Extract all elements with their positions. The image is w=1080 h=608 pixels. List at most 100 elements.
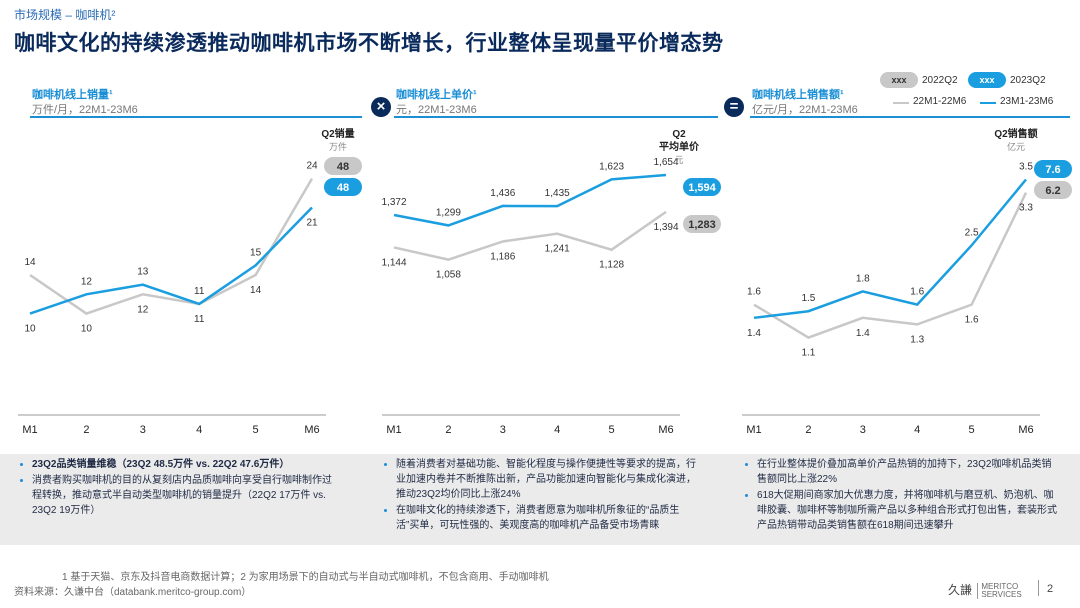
chart-3-q2-2022-value: 6.2 — [1045, 185, 1060, 197]
chart-2-label-2022: 1,128 — [599, 260, 624, 271]
chart-1-q2-2022-badge — [324, 157, 362, 175]
logo-cn: 久謙 — [948, 583, 973, 597]
chart-2-q2-2023-value: 1,594 — [688, 182, 716, 194]
chart-3-x-tick: 5 — [969, 424, 975, 436]
chart-1-q2-header: 万件 — [329, 141, 347, 152]
chart-2-q2-header: Q2 — [672, 129, 686, 140]
legend-pill-2022: xxx — [880, 72, 918, 88]
chart-1-label-2022: 10 — [81, 324, 93, 335]
chart-3-x-tick: 3 — [860, 424, 866, 436]
chart-3-label-2023: 1.4 — [747, 328, 761, 339]
chart-3-x-tick: 4 — [914, 424, 920, 436]
chart-3-label-2022: 1.1 — [801, 348, 815, 359]
chart-1-label-2023: 21 — [306, 218, 318, 229]
chart-1-x-tick: 5 — [253, 424, 259, 436]
chart-2-label-2023: 1,436 — [490, 188, 515, 199]
chart-3-label-2022: 1.3 — [910, 334, 924, 345]
chart-3-series-2023-line — [753, 178, 1027, 320]
chart-1-x-tick: 3 — [140, 424, 146, 436]
chart-1-label-2022: 14 — [24, 257, 36, 268]
chart-1-label-2022: 24 — [306, 161, 318, 172]
chart-2-label-2022: 1,186 — [490, 251, 515, 262]
panel-3-subtitle: 亿元/月，22M1-23M6 — [752, 104, 858, 116]
chart-3-x-tick: M1 — [746, 424, 761, 436]
chart-1-label-2023: 13 — [137, 267, 149, 278]
chart-2-label-2023: 1,372 — [381, 197, 406, 208]
chart-1-x-tick: M1 — [22, 424, 37, 436]
equals-icon: = — [724, 97, 744, 117]
legend-pill-2023: xxx — [968, 72, 1006, 88]
chart-3-label-2023: 3.5 — [1019, 162, 1033, 173]
chart-2-x-tick: 2 — [445, 424, 451, 436]
chart-2-series-2022-line — [393, 210, 667, 261]
chart-3-label-2022: 1.6 — [747, 287, 761, 298]
chart-2-label-2022: 1,394 — [653, 222, 678, 233]
panel-2-subtitle: 元，22M1-23M6 — [396, 104, 477, 116]
chart-2-label-2023: 1,623 — [599, 161, 624, 172]
legend-line-2023 — [980, 102, 996, 104]
chart-3-label-2023: 1.6 — [910, 287, 924, 298]
chart-1-series-2023-line — [29, 206, 313, 315]
panel-2-rule — [394, 116, 718, 118]
commentary-col-3: 在行业整体提价叠加高单价产品热销的加持下，23Q2咖啡机品类销售额同比上涨22%… — [745, 457, 1057, 534]
chart-1-q2-2022-value: 48 — [337, 161, 349, 173]
source: 资料来源：久谦中台（databank.meritco-group.com） — [14, 587, 252, 598]
chart-1-x-tick: M6 — [304, 424, 319, 436]
chart-2-x-tick: M6 — [658, 424, 673, 436]
legend-label-2022q2: 2022Q2 — [922, 75, 958, 86]
bullet-3-1: 在行业整体提价叠加高单价产品热销的加持下，23Q2咖啡机品类销售额同比上涨22% — [757, 457, 1057, 487]
chart-3-label-2023: 1.8 — [856, 273, 870, 284]
commentary-col-2: 随着消费者对基础功能、智能化程度与操作便捷性等要求的提高，行业加速内卷并不断推陈… — [384, 457, 696, 534]
chart-2-q2-header: 元 — [674, 155, 683, 165]
legend-series-2023: 23M1-23M6 — [1000, 96, 1054, 107]
page-number: 2 — [1047, 583, 1054, 595]
chart-1-label-2023: 12 — [81, 276, 93, 287]
chart-2-label-2023: 1,654 — [653, 157, 678, 168]
chart-2-label-2022: 1,058 — [436, 270, 461, 281]
legend-series-2022: 22M1-22M6 — [913, 96, 967, 107]
chart-2-q2-2022-badge — [683, 215, 721, 233]
chart-1-label-2023: 15 — [250, 247, 262, 258]
chart-2-label-2022: 1,241 — [545, 244, 570, 255]
chart-1-q2-2023-badge — [324, 178, 362, 196]
chart-3-x-tick: M6 — [1018, 424, 1033, 436]
chart-1-x-tick: 4 — [196, 424, 202, 436]
charts-canvas: M1 2 3 4 5 M6101412101312111115142124Q2销量万件48… — [18, 127, 1072, 436]
chart-1-label-2023: 10 — [24, 324, 36, 335]
chart-1-label-2023: 11 — [194, 286, 205, 297]
bullet-3-2: 618大促期间商家加大优惠力度，并将咖啡机与磨豆机、奶泡机、咖啡胶囊、咖啡杯等制… — [757, 488, 1057, 533]
chart-1-series-2022-line — [29, 177, 314, 315]
legend-line-2022 — [893, 102, 909, 104]
panel-1-rule — [30, 116, 362, 118]
chart-2-x-tick: 4 — [554, 424, 560, 436]
chart-3-series-2022-line — [753, 192, 1028, 339]
chart-2-series-2023-line — [393, 173, 667, 227]
times-icon: × — [371, 97, 391, 117]
chart-3-q2-2022-badge — [1034, 181, 1072, 199]
panel-1-title: 咖啡机线上销量¹ — [32, 89, 113, 101]
panel-3-title: 咖啡机线上销售额¹ — [752, 89, 844, 101]
chart-3-q2-2023-badge — [1034, 160, 1072, 178]
chart-2-q2-2023-badge — [683, 178, 721, 196]
chart-2-q2-header: 平均单价 — [659, 140, 700, 153]
logo-en-1: MERITCO — [981, 581, 1019, 591]
chart-2-x-tick: 3 — [500, 424, 506, 436]
chart-1-label-2022: 12 — [137, 304, 149, 315]
chart-3-q2-header: 亿元 — [1007, 141, 1025, 152]
chart-1-q2-2023-value: 48 — [337, 182, 349, 194]
panel-1-subtitle: 万件/月，22M1-23M6 — [32, 104, 138, 116]
footer-divider — [1038, 580, 1039, 596]
chart-1-x-tick: 2 — [83, 424, 89, 436]
chart-3-label-2022: 1.4 — [856, 328, 870, 339]
bullet-2-1: 随着消费者对基础功能、智能化程度与操作便捷性等要求的提高，行业加速内卷并不断推陈… — [396, 457, 696, 502]
page-title: 咖啡文化的持续渗透推动咖啡机市场不断增长，行业整体呈现量平价增态势 — [14, 32, 724, 55]
chart-2-q2-2022-value: 1,283 — [688, 219, 716, 231]
logo-en-2: SERVICES — [981, 589, 1022, 599]
chart-1-label-2022: 11 — [194, 314, 205, 325]
chart-3-label-2023: 1.5 — [801, 293, 815, 304]
bullet-2-2: 在咖啡文化的持续渗透下，消费者愿意为咖啡机所象征的“品质生活”买单，可玩性强的、… — [396, 503, 696, 533]
chart-1-label-2022: 14 — [250, 285, 262, 296]
chart-3-label-2022: 1.6 — [965, 315, 979, 326]
chart-3-label-2023: 2.5 — [965, 227, 979, 238]
panel-3-rule — [750, 116, 1070, 118]
